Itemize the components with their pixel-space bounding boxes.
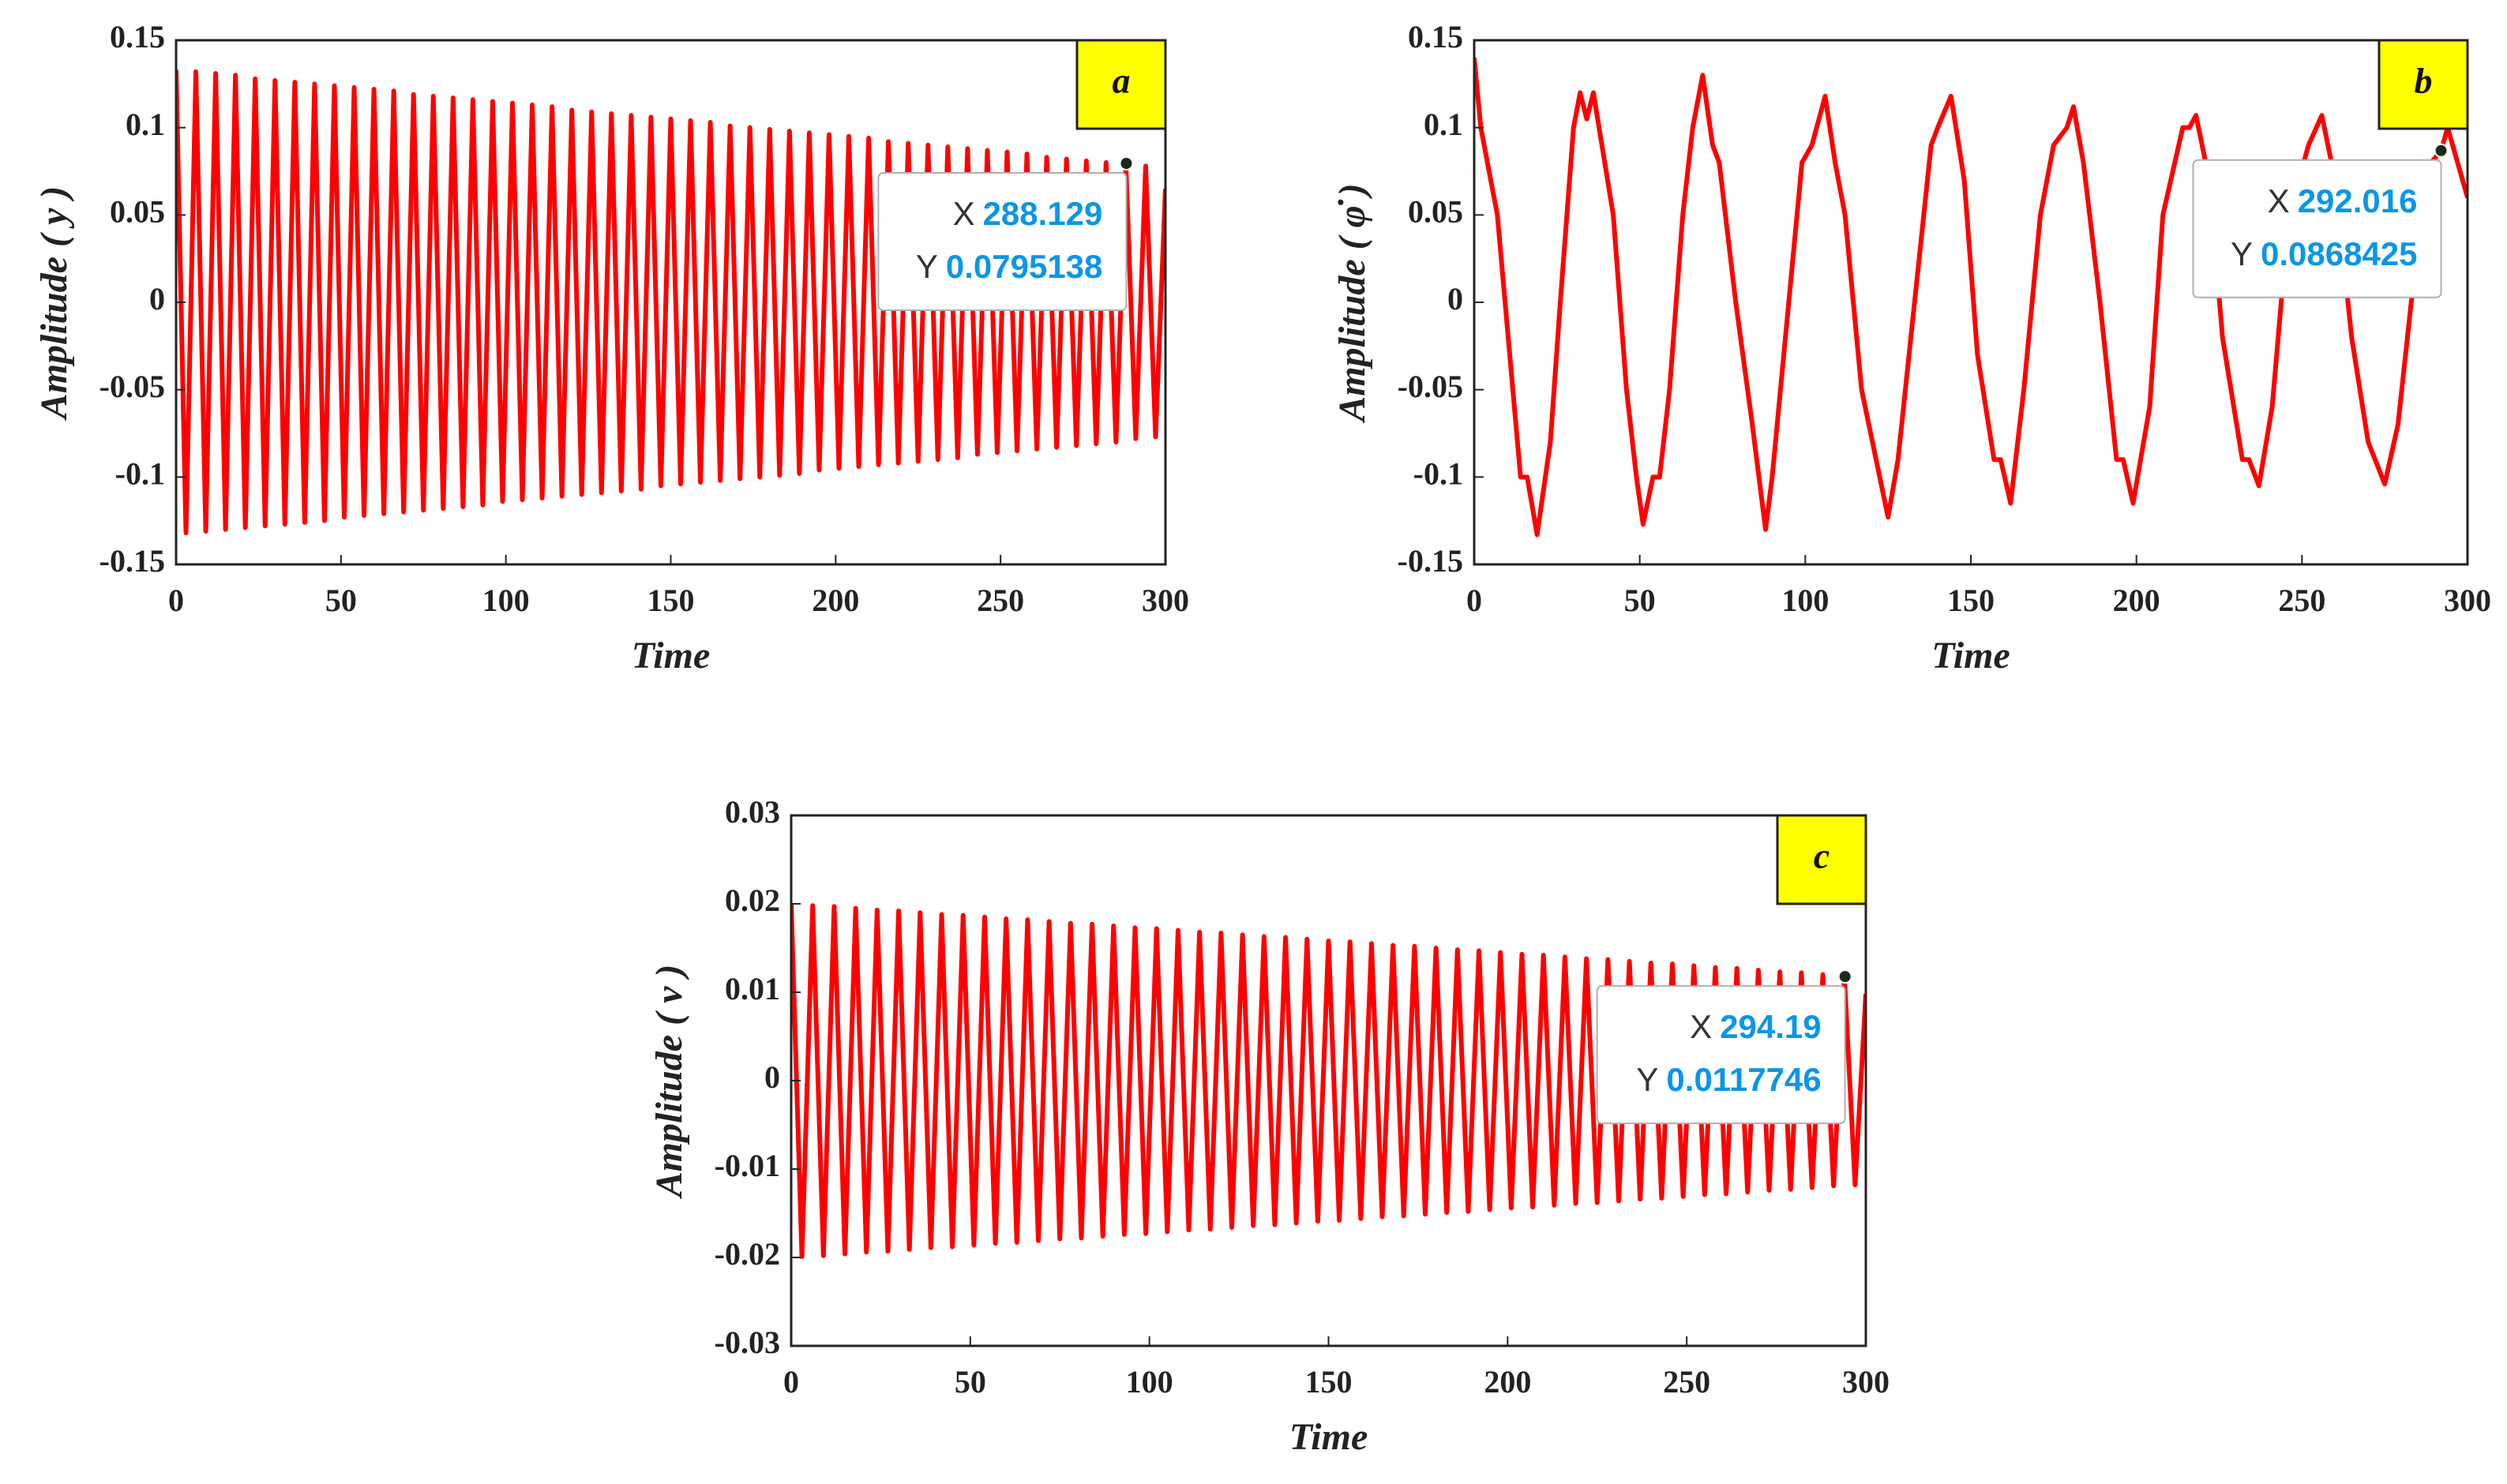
x-tick-label: 50 — [325, 583, 357, 618]
axes-box — [1473, 39, 2469, 566]
y-tick-label: -0.01 — [715, 1148, 780, 1183]
y-tick-label: -0.05 — [1398, 369, 1463, 404]
y-tick-label: 0.03 — [725, 794, 780, 830]
x-tick-label: 150 — [647, 583, 695, 618]
datatip-label: Y — [916, 248, 938, 285]
y-tick-label: 0 — [1447, 281, 1463, 317]
panel-label-box — [2378, 39, 2469, 130]
x-axis-label: Time — [632, 635, 711, 676]
x-tick-label: 0 — [783, 1364, 799, 1400]
x-axis-label: Time — [1931, 635, 2010, 676]
y-tick-label: 0 — [764, 1059, 780, 1095]
x-tick-label: 200 — [2113, 583, 2160, 618]
subplot: -0.15 -0.1 -0.05 0 0.05 0.1 0.15 0 50 100 150 200 25… — [33, 19, 1189, 676]
datatip-row: Y 0.0795138 — [916, 248, 1103, 285]
datatip-label: X — [953, 195, 975, 232]
panel-label: c — [1814, 836, 1830, 876]
y-tick-label: -0.05 — [99, 369, 165, 404]
x-tick-label: 250 — [1663, 1364, 1710, 1400]
y-tick-label: -0.15 — [1398, 543, 1463, 579]
datatip-box — [1596, 985, 1846, 1125]
y-tick-label: 0.05 — [1408, 194, 1463, 230]
datatip-value: 294.19 — [1720, 1008, 1821, 1045]
datatip-label: Y — [1636, 1061, 1658, 1098]
plot-content — [176, 69, 1165, 536]
panel-label-box — [1776, 814, 1867, 905]
datatip-row: X 294.19 — [1690, 1008, 1821, 1045]
datatip-box — [2192, 159, 2442, 298]
x-tick-label: 300 — [2444, 583, 2491, 618]
panel-label-box — [1075, 39, 1167, 130]
x-tick-label: 300 — [1842, 1364, 1890, 1400]
y-tick-label: 0.05 — [110, 194, 165, 230]
plot-area — [1474, 40, 2468, 564]
y-tick-label: 0.02 — [725, 883, 780, 918]
x-tick-label: 50 — [1624, 583, 1656, 618]
x-axis-label: Time — [1289, 1416, 1368, 1458]
y-axis-label: Amplitude ( v ) — [648, 965, 690, 1200]
y-axis-label: Amplitude ( y ) — [33, 186, 75, 422]
x-tick-label: 50 — [955, 1364, 986, 1400]
x-tick-label: 100 — [482, 583, 530, 618]
y-tick-label: 0.01 — [725, 971, 780, 1006]
y-tick-label: -0.1 — [115, 456, 165, 492]
datatip-row: Y 0.0868425 — [2231, 235, 2418, 272]
x-tick-label: 300 — [1142, 583, 1189, 618]
datatip-label: Y — [2231, 235, 2253, 272]
panel-label: a — [1113, 61, 1131, 101]
datatip-value: 0.0795138 — [946, 248, 1103, 285]
x-tick-label: 200 — [812, 583, 859, 618]
x-tick-label: 100 — [1126, 1364, 1173, 1400]
y-tick-label: -0.03 — [715, 1325, 780, 1360]
datatip-marker — [1837, 969, 1852, 984]
panel-label: b — [2415, 61, 2433, 101]
y-axis-label: Amplitude ( φ̇ ) — [1331, 183, 1373, 423]
datatip-box — [877, 172, 1128, 312]
x-tick-label: 0 — [1466, 583, 1482, 618]
datatip-row: X 288.129 — [953, 195, 1103, 232]
datatip-label: X — [1690, 1008, 1712, 1045]
datatip-row: Y 0.0117746 — [1636, 1061, 1821, 1098]
datatip-row: X 292.016 — [2268, 182, 2418, 219]
y-tick-label: 0 — [149, 281, 165, 317]
x-tick-label: 150 — [1305, 1364, 1353, 1400]
x-tick-label: 0 — [168, 583, 184, 618]
y-tick-label: -0.15 — [99, 543, 165, 579]
data-line — [176, 69, 1165, 536]
x-tick-label: 150 — [1947, 583, 1995, 618]
datatip-value: 292.016 — [2298, 182, 2418, 219]
datatip-value: 0.0117746 — [1666, 1061, 1821, 1098]
x-tick-label: 250 — [977, 583, 1024, 618]
datatip-value: 288.129 — [983, 195, 1103, 232]
datatip-marker — [2434, 143, 2449, 158]
y-tick-label: -0.1 — [1413, 456, 1463, 492]
datatip-value: 0.0868425 — [2261, 235, 2418, 272]
y-tick-label: 0.15 — [1408, 19, 1463, 54]
datatip-marker — [1119, 156, 1134, 171]
subplot: -0.15 -0.1 -0.05 0 0.05 0.1 0.15 0 50 100 150 200 25… — [1331, 19, 2491, 676]
y-tick-label: 0.1 — [1424, 107, 1463, 142]
x-tick-label: 100 — [1781, 583, 1829, 618]
datatip-label: X — [2268, 182, 2290, 219]
y-tick-label: 0.15 — [110, 19, 165, 54]
subplot: -0.03 -0.02 -0.01 0 0.01 0.02 0.03 0 50 100 150 200… — [648, 794, 1890, 1458]
y-tick-label: 0.1 — [126, 107, 165, 142]
x-tick-label: 200 — [1484, 1364, 1531, 1400]
y-tick-label: -0.02 — [715, 1236, 780, 1272]
x-tick-label: 250 — [2278, 583, 2325, 618]
axes-box — [175, 39, 1167, 566]
axes-box — [790, 814, 1867, 1347]
